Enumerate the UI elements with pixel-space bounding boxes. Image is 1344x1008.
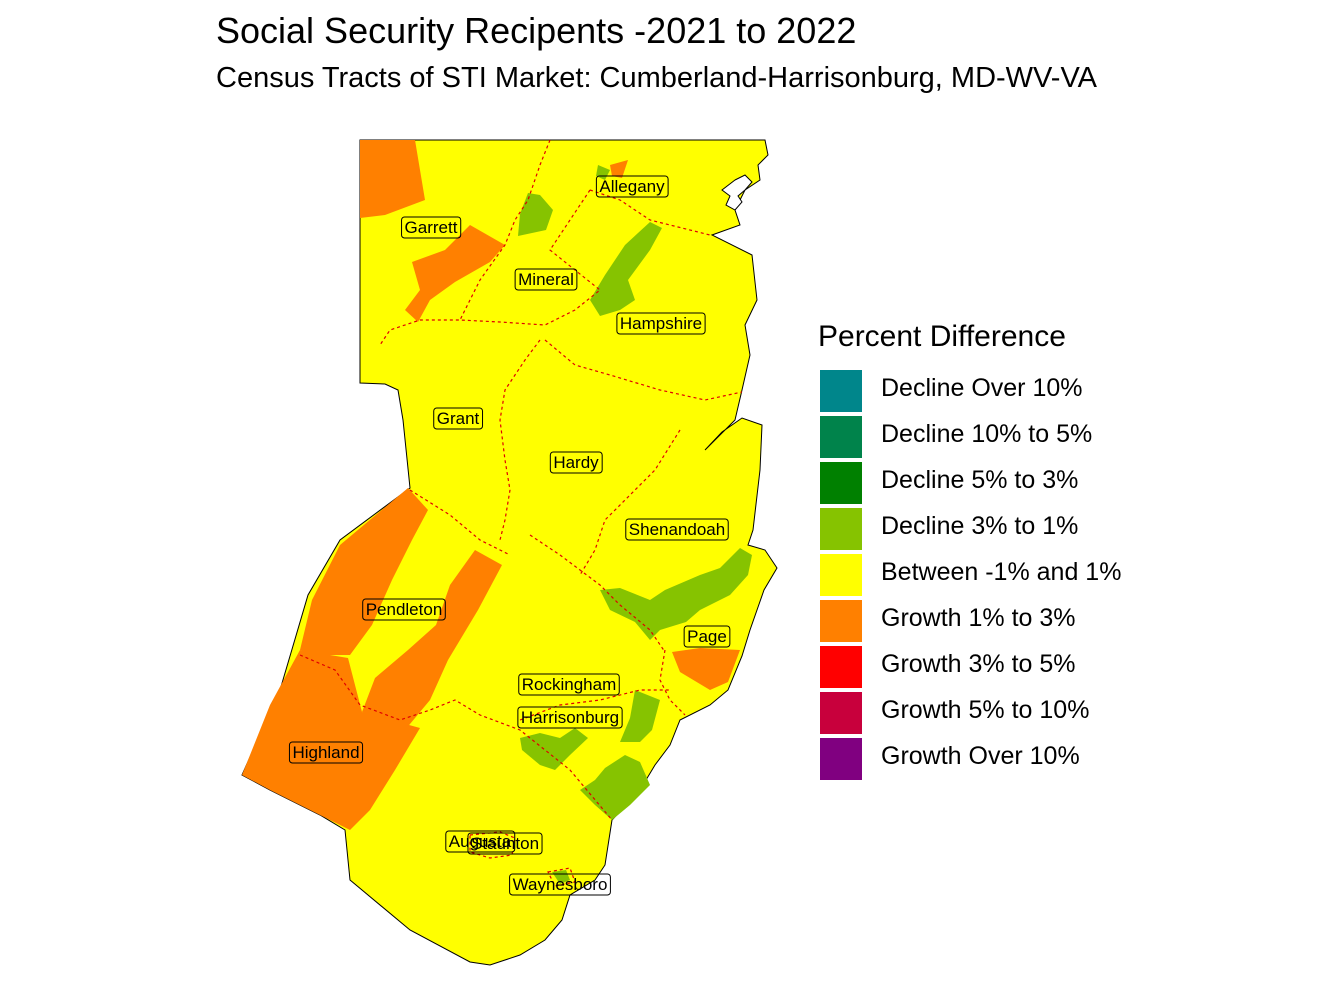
county-labels: Allegany Garrett Mineral Hampshire Grant Hard… bbox=[288, 175, 731, 896]
county-label-mineral: Mineral bbox=[514, 268, 578, 291]
legend-swatch bbox=[820, 738, 862, 780]
county-label-box bbox=[433, 407, 484, 430]
county-label-box bbox=[595, 175, 669, 198]
legend-label: Decline 3% to 1% bbox=[881, 512, 1079, 540]
county-label-text: Grant bbox=[437, 409, 480, 428]
legend-title: Percent Difference bbox=[818, 320, 1066, 353]
legend-label: Growth Over 10% bbox=[881, 742, 1080, 770]
legend-item: Growth 5% to 10% bbox=[818, 690, 1089, 736]
legend-item: Decline 10% to 5% bbox=[818, 414, 1092, 460]
legend-swatch bbox=[820, 462, 862, 504]
legend-item: Decline Over 10% bbox=[818, 368, 1082, 414]
county-label-text: Shenandoah bbox=[629, 520, 725, 539]
county-label-text: Hampshire bbox=[620, 314, 702, 333]
county-label-rockingham: Rockingham bbox=[518, 673, 620, 696]
legend-item: Decline 3% to 1% bbox=[818, 506, 1078, 552]
legend-label: Growth 1% to 3% bbox=[881, 604, 1076, 632]
legend-items: Decline Over 10% Decline 10% to 5% Decline… bbox=[818, 368, 1121, 782]
county-label-box bbox=[445, 830, 516, 853]
legend-item: Between -1% and 1% bbox=[818, 552, 1121, 598]
legend-label: Decline 5% to 3% bbox=[881, 466, 1079, 494]
county-label-text: Page bbox=[687, 627, 727, 646]
county-label-text: Augusta bbox=[449, 832, 512, 851]
county-label-text: Allegany bbox=[599, 177, 665, 196]
county-label-box bbox=[625, 518, 729, 541]
county-label-garrett: Garrett bbox=[401, 216, 462, 239]
county-label-box bbox=[514, 268, 578, 291]
county-label-hardy: Hardy bbox=[549, 451, 603, 474]
county-label-staunton: Staunton bbox=[467, 832, 543, 855]
county-label-box bbox=[509, 873, 611, 896]
county-label-box bbox=[401, 216, 462, 239]
county-label-box bbox=[467, 832, 543, 855]
county-label-text: Harrisonburg bbox=[521, 708, 619, 727]
map-title: Social Security Recipents -2021 to 2022 bbox=[216, 10, 857, 51]
county-label-box bbox=[518, 673, 620, 696]
legend-label: Growth 5% to 10% bbox=[881, 696, 1090, 724]
legend-item: Decline 5% to 3% bbox=[818, 460, 1078, 506]
county-label-allegany: Allegany bbox=[595, 175, 669, 198]
legend-swatch bbox=[820, 416, 862, 458]
legend-item: Growth 3% to 5% bbox=[818, 644, 1076, 690]
county-label-text: Waynesboro bbox=[513, 875, 608, 894]
county-label-box bbox=[288, 741, 364, 764]
county-label-text: Highland bbox=[292, 743, 359, 762]
legend-swatch bbox=[820, 508, 862, 550]
legend-label: Growth 3% to 5% bbox=[881, 650, 1076, 678]
legend-swatch bbox=[820, 370, 862, 412]
county-label-page: Page bbox=[683, 625, 731, 648]
county-label-text: Pendleton bbox=[366, 600, 443, 619]
legend-swatch bbox=[820, 554, 862, 596]
legend-label: Decline Over 10% bbox=[881, 374, 1083, 402]
legend-swatch bbox=[820, 646, 862, 688]
county-label-box bbox=[517, 706, 623, 729]
legend-label: Between -1% and 1% bbox=[881, 558, 1122, 586]
county-label-box bbox=[616, 312, 706, 335]
county-label-box bbox=[549, 451, 603, 474]
legend-item: Growth Over 10% bbox=[818, 736, 1080, 782]
legend-label: Decline 10% to 5% bbox=[881, 420, 1093, 448]
county-label-pendleton: Pendleton bbox=[362, 598, 446, 621]
legend-swatch bbox=[820, 600, 862, 642]
legend-item: Growth 1% to 3% bbox=[818, 598, 1076, 644]
county-label-text: Mineral bbox=[518, 270, 574, 289]
county-label-grant: Grant bbox=[433, 407, 484, 430]
county-label-waynesboro: Waynesboro bbox=[509, 873, 611, 896]
legend-swatch bbox=[820, 692, 862, 734]
county-label-text: Staunton bbox=[471, 834, 539, 853]
decline-1-3-tracts bbox=[518, 165, 752, 884]
county-label-box bbox=[683, 625, 731, 648]
county-label-shenandoah: Shenandoah bbox=[625, 518, 729, 541]
county-label-box bbox=[362, 598, 446, 621]
county-boundaries bbox=[299, 139, 743, 887]
river-outline bbox=[721, 174, 753, 211]
legend: Percent Difference Decline Over 10% Decli… bbox=[818, 320, 1121, 782]
map-subtitle: Census Tracts of STI Market: Cumberland-… bbox=[216, 62, 1097, 94]
county-label-text: Rockingham bbox=[522, 675, 617, 694]
county-label-harrisonburg: Harrisonburg bbox=[517, 706, 623, 729]
county-label-hampshire: Hampshire bbox=[616, 312, 706, 335]
county-label-augusta: Augusta bbox=[445, 830, 516, 853]
county-label-text: Garrett bbox=[405, 218, 458, 237]
county-label-highland: Highland bbox=[288, 741, 364, 764]
county-label-text: Hardy bbox=[553, 453, 599, 472]
growth-1-3-tracts bbox=[242, 140, 740, 830]
